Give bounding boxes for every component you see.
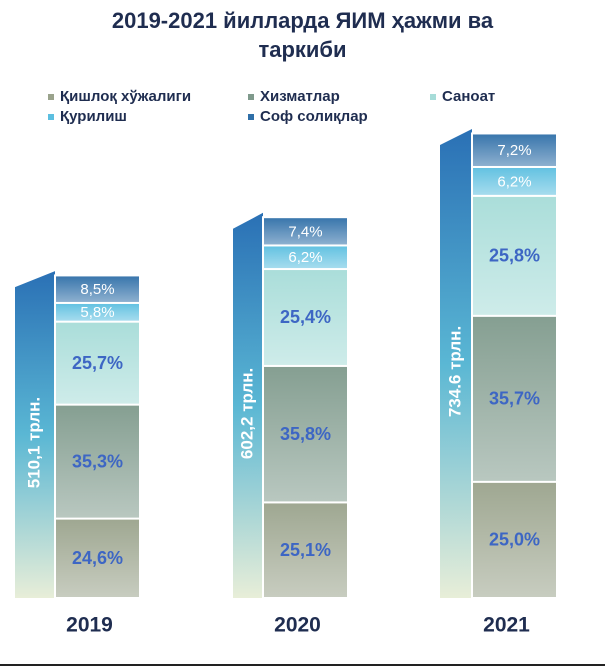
legend-swatch [248,94,254,100]
segment-label: 6,2% [497,173,531,190]
segment-label: 35,7% [489,388,540,408]
legend-label: Қишлоқ хўжалиги [60,88,191,105]
total-label: 602,2 трлн. [237,368,256,459]
segment-label: 25,1% [280,540,331,560]
segment-shade [473,196,556,315]
segment-label: 7,2% [497,142,531,159]
segment-shade [264,270,347,365]
legend-label: Қурилиш [60,108,127,125]
segment-shade [264,503,347,597]
segment-shade [56,519,139,597]
total-label: 510,1 трлн. [24,397,43,488]
segment-label: 25,0% [489,530,540,550]
segment-shade [473,482,556,597]
total-ribbon [233,212,263,598]
segment-shade [56,303,139,321]
legend-label: Соф солиқлар [260,108,368,125]
legend-swatch [48,94,54,100]
x-tick-label: 2021 [483,614,530,637]
x-tick-label: 2020 [274,614,321,637]
segment-shade [473,316,556,481]
segment-shade [56,322,139,404]
legend-label: Саноат [442,88,495,105]
chart-title: 2019-2021 йилларда ЯИМ ҳажми ва таркиби [111,8,494,62]
segment-label: 8,5% [80,281,114,298]
segment-shade [56,276,139,302]
legend-swatch [48,114,54,120]
legend-swatch [430,94,436,100]
legend-swatch [248,114,254,120]
segment-shade [473,167,556,195]
segment-shade [264,218,347,245]
segment-shade [264,366,347,502]
segment-label: 35,3% [72,451,123,471]
segment-label: 5,8% [80,304,114,321]
segment-shade [56,405,139,518]
segment-label: 25,4% [280,307,331,327]
segment-shade [473,134,556,166]
legend-label: Хизматлар [260,88,340,105]
segment-label: 7,4% [288,223,322,240]
segment-shade [264,246,347,269]
total-label: 734.6 трлн. [445,326,464,417]
segment-label: 6,2% [288,249,322,266]
segment-label: 35,8% [280,424,331,444]
total-ribbon [440,128,472,598]
segment-label: 25,8% [489,246,540,266]
segment-label: 25,7% [72,353,123,373]
x-tick-label: 2019 [66,614,113,637]
segment-label: 24,6% [72,548,123,568]
total-ribbon [15,271,55,598]
